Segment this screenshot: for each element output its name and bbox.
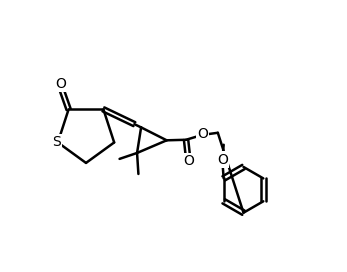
Text: O: O xyxy=(183,154,194,168)
Text: O: O xyxy=(55,77,66,91)
Text: O: O xyxy=(197,127,208,141)
Text: S: S xyxy=(52,135,61,149)
Text: O: O xyxy=(217,153,228,166)
